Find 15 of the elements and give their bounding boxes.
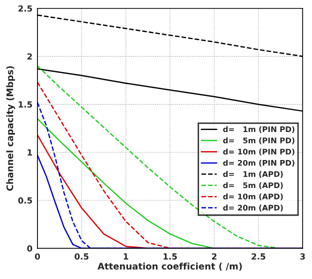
- x-tick-label: 2: [212, 253, 216, 260]
- x-tick-label: 3: [300, 253, 305, 260]
- x-tick-label: 1.5: [164, 253, 177, 260]
- y-axis-title: Channel capacity (Mbps): [6, 66, 16, 191]
- y-tick-label: 1: [28, 149, 32, 156]
- y-tick-label: 2.5: [18, 5, 32, 12]
- x-tick-label: 1: [124, 253, 128, 260]
- y-tick-label: 1.5: [18, 101, 32, 108]
- y-tick-label: 0.5: [18, 197, 32, 204]
- x-axis-title: Attenuation coefficient ( /m): [98, 262, 242, 271]
- x-tick-label: 2.5: [252, 253, 266, 260]
- y-tick-label: 0: [27, 245, 32, 252]
- y-tick-label: 2: [27, 53, 32, 60]
- x-tick-label: 0: [34, 253, 40, 260]
- x-tick-label: 0.5: [74, 253, 88, 260]
